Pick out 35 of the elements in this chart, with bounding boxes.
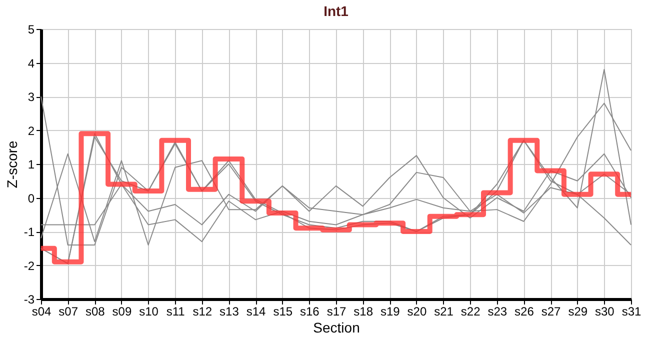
x-tick-label: s18 (354, 304, 374, 318)
x-tick-label: s22 (460, 304, 481, 318)
y-tick-label: 3 (28, 90, 35, 104)
chart-title: Int1 (324, 3, 349, 19)
y-tick-label: -2 (24, 258, 35, 273)
x-tick-label: s23 (488, 304, 508, 318)
x-tick-label: s16 (300, 304, 320, 318)
x-tick-label: s09 (112, 304, 132, 318)
x-tick-label: s31 (622, 304, 642, 318)
x-tick-label: s19 (380, 304, 400, 318)
x-tick-label: s10 (139, 304, 159, 318)
y-axis-title: Z-score (4, 140, 20, 188)
x-axis-title: Section (313, 320, 360, 336)
y-tick-label: 4 (28, 56, 35, 70)
x-tick-label: s04 (32, 304, 52, 318)
x-tick-label: s17 (326, 304, 346, 318)
x-tick-label: s08 (85, 304, 106, 318)
x-tick-label: s15 (273, 304, 293, 318)
x-tick-label: s20 (407, 304, 427, 318)
x-tick-label: s14 (246, 304, 266, 318)
x-tick-label: s29 (568, 304, 588, 318)
x-tick-label: s30 (595, 304, 615, 318)
x-tick-label: s07 (58, 304, 78, 318)
x-tick-label: s11 (166, 304, 186, 318)
x-tick-label: s21 (434, 304, 454, 318)
x-tick-label: s26 (514, 304, 534, 318)
y-tick-label: 1 (28, 158, 35, 172)
x-tick-label: s13 (220, 304, 240, 318)
y-tick-label: 2 (28, 124, 35, 138)
y-tick-label: -1 (24, 225, 35, 239)
y-tick-label: 0 (28, 191, 35, 206)
y-tick-label: -3 (24, 292, 35, 306)
x-tick-label: s12 (192, 304, 212, 318)
y-tick-label: 5 (28, 22, 35, 36)
x-tick-label: s27 (541, 304, 562, 318)
